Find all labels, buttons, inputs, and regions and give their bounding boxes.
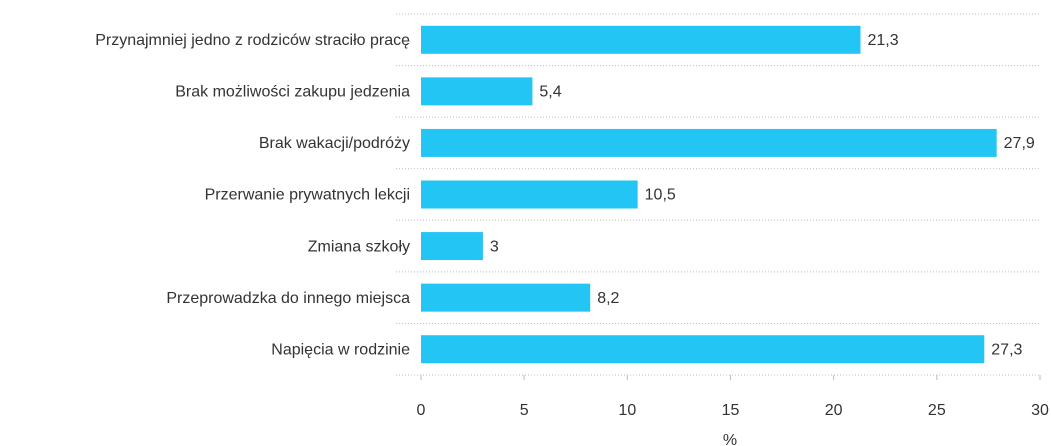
bar (421, 180, 638, 209)
bar (421, 232, 483, 261)
bar (421, 77, 533, 106)
value-label: 8,2 (597, 290, 619, 307)
value-label: 3 (490, 238, 499, 255)
value-label: 27,9 (1004, 135, 1035, 152)
bar (421, 335, 985, 364)
value-label: 5,4 (539, 84, 561, 101)
y-tick-label: Przynajmniej jedno z rodziców straciło p… (95, 32, 410, 49)
x-tick-label: 15 (722, 402, 740, 419)
value-label: 27,3 (991, 341, 1022, 358)
value-label: 21,3 (867, 32, 898, 49)
x-tick-label: 10 (618, 402, 636, 419)
bar (421, 128, 997, 157)
x-axis-label: % (723, 432, 737, 446)
x-tick-label: 25 (928, 402, 946, 419)
x-tick-label: 20 (825, 402, 843, 419)
bar (421, 283, 591, 312)
y-tick-label: Przerwanie prywatnych lekcji (205, 187, 410, 204)
x-tick-label: 0 (417, 402, 426, 419)
value-label: 10,5 (645, 187, 676, 204)
y-tick-label: Napięcia w rodzinie (271, 341, 410, 358)
y-tick-label: Brak możliwości zakupu jedzenia (175, 84, 410, 101)
y-tick-label: Przeprowadzka do innego miejsca (166, 290, 410, 307)
y-tick-label: Zmiana szkoły (308, 238, 410, 255)
x-tick-label: 30 (1031, 402, 1049, 419)
bar (421, 25, 861, 54)
x-tick-label: 5 (520, 402, 529, 419)
y-tick-label: Brak wakacji/podróży (259, 135, 410, 152)
